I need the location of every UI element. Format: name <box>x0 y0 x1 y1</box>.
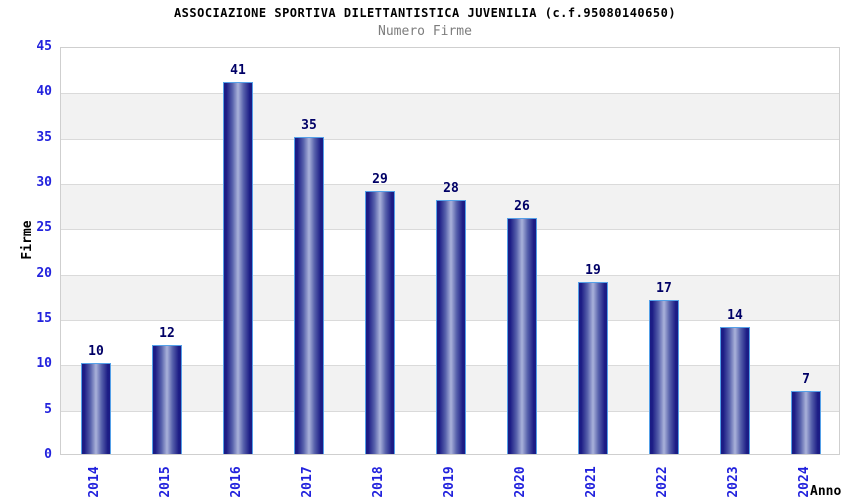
y-tick-label: 25 <box>36 220 52 236</box>
x-tick-label: 2019 <box>442 466 457 498</box>
bar-2016 <box>223 82 253 454</box>
x-tick-label: 2014 <box>87 466 102 498</box>
y-tick-label: 5 <box>44 401 52 417</box>
bar-2018 <box>365 191 395 454</box>
x-tick-label: 2024 <box>797 466 812 498</box>
y-tick-label: 40 <box>36 84 52 100</box>
x-axis-title: Anno <box>810 484 842 499</box>
bar-2023 <box>720 327 750 454</box>
x-tick-label: 2023 <box>726 466 741 498</box>
x-tick-label: 2017 <box>300 466 315 498</box>
bar-value-label: 7 <box>802 372 810 387</box>
bar-value-label: 41 <box>230 63 246 78</box>
bar-value-label: 35 <box>301 118 317 133</box>
y-tick-label: 20 <box>36 265 52 281</box>
bar-2024 <box>791 391 821 454</box>
bar-value-label: 17 <box>656 281 672 296</box>
bar-2021 <box>578 282 608 454</box>
gridline <box>61 93 839 94</box>
bar-value-label: 19 <box>585 263 601 278</box>
chart-subtitle: Numero Firme <box>378 24 472 39</box>
gridline <box>61 139 839 140</box>
bar-2020 <box>507 218 537 454</box>
x-tick-label: 2016 <box>229 466 244 498</box>
bar-value-label: 29 <box>372 172 388 187</box>
y-tick-label: 10 <box>36 356 52 372</box>
y-tick-label: 0 <box>44 447 52 462</box>
y-tick-label: 30 <box>36 175 52 190</box>
bar-2022 <box>649 300 679 454</box>
plot-area: 10 12 41 35 29 28 26 19 17 14 7 <box>60 47 840 455</box>
y-tick-label: 15 <box>36 311 52 326</box>
y-tick-label: 45 <box>36 39 52 54</box>
bar-value-label: 26 <box>514 199 530 214</box>
bar-2019 <box>436 200 466 454</box>
gridline <box>61 184 839 185</box>
x-tick-label: 2022 <box>655 466 670 498</box>
y-tick-label: 35 <box>36 129 52 145</box>
bar-value-label: 28 <box>443 181 459 196</box>
x-tick-label: 2018 <box>371 466 386 498</box>
x-tick-label: 2021 <box>584 466 599 498</box>
bar-value-label: 10 <box>88 344 104 359</box>
bar-2014 <box>81 363 111 454</box>
x-tick-label: 2015 <box>158 466 173 498</box>
grid-band <box>61 93 839 139</box>
x-tick-label: 2020 <box>513 466 528 498</box>
bar-2017 <box>294 137 324 454</box>
chart-title: ASSOCIAZIONE SPORTIVA DILETTANTISTICA JU… <box>173 6 677 20</box>
bar-value-label: 12 <box>159 326 175 341</box>
bar-2015 <box>152 345 182 454</box>
bar-value-label: 14 <box>727 308 743 323</box>
